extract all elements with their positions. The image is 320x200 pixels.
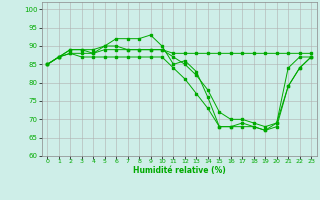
X-axis label: Humidité relative (%): Humidité relative (%) (133, 166, 226, 175)
